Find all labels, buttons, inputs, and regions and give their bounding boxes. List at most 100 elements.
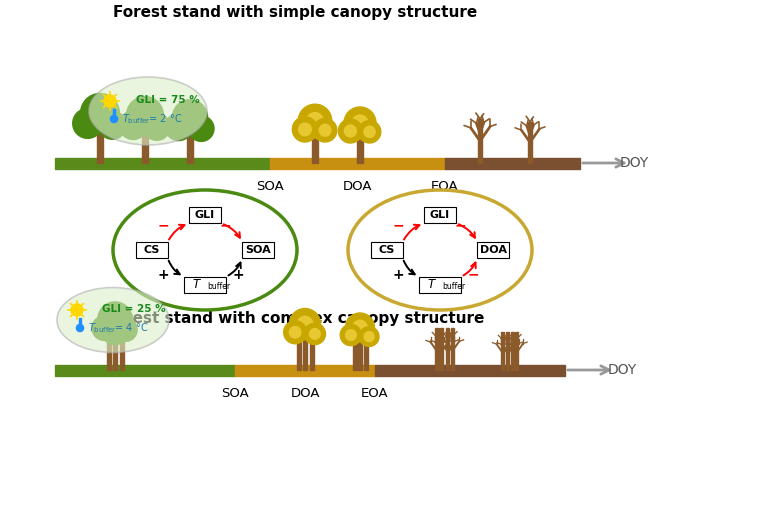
Text: EOA: EOA (361, 387, 389, 400)
FancyArrowPatch shape (459, 224, 475, 238)
Bar (142, 134, 148, 163)
Text: −: − (467, 268, 479, 282)
Text: buffer: buffer (442, 282, 465, 291)
Circle shape (114, 319, 137, 341)
FancyArrowPatch shape (464, 263, 476, 276)
Circle shape (166, 113, 192, 140)
Circle shape (92, 316, 116, 340)
Ellipse shape (89, 77, 207, 145)
Text: DOY: DOY (620, 156, 649, 170)
Circle shape (172, 100, 208, 135)
FancyArrowPatch shape (169, 261, 179, 275)
Bar (270, 157, 445, 168)
Circle shape (119, 111, 148, 139)
Circle shape (189, 116, 214, 141)
FancyArrowPatch shape (169, 225, 185, 239)
Circle shape (353, 320, 367, 335)
Text: DOY: DOY (608, 363, 638, 377)
Circle shape (126, 97, 163, 134)
Text: $T_{\mathrm{buffer}}$= 2 °C: $T_{\mathrm{buffer}}$= 2 °C (122, 112, 182, 126)
Text: $T$: $T$ (192, 278, 202, 291)
Text: +: + (158, 268, 169, 282)
Bar (445, 157, 580, 168)
Circle shape (352, 115, 368, 131)
Text: GLI: GLI (195, 210, 215, 220)
Text: buffer: buffer (207, 282, 230, 291)
Circle shape (110, 116, 118, 123)
Bar (370, 242, 403, 258)
Bar (353, 341, 357, 370)
Bar (528, 122, 532, 163)
Circle shape (71, 304, 83, 316)
Text: GLI: GLI (430, 210, 450, 220)
Circle shape (104, 95, 116, 107)
Text: −: − (219, 218, 231, 232)
Circle shape (290, 309, 320, 340)
Circle shape (358, 121, 381, 143)
Text: SOA: SOA (221, 387, 249, 400)
Circle shape (360, 327, 379, 347)
Bar (184, 277, 226, 293)
Circle shape (306, 112, 323, 130)
Bar (112, 109, 115, 117)
Circle shape (101, 316, 129, 344)
Text: DOA: DOA (290, 387, 320, 400)
Circle shape (298, 104, 332, 138)
Circle shape (76, 324, 84, 332)
Bar (506, 332, 508, 370)
Bar (435, 328, 439, 370)
Ellipse shape (348, 190, 532, 310)
Bar (113, 336, 117, 370)
Bar (358, 341, 362, 370)
Circle shape (364, 332, 374, 341)
Text: −: − (158, 218, 169, 232)
Bar (501, 332, 504, 370)
Ellipse shape (113, 190, 297, 310)
FancyArrowPatch shape (223, 224, 240, 238)
Text: +: + (233, 268, 244, 282)
Bar (79, 318, 82, 326)
Bar (310, 339, 313, 370)
Bar (478, 119, 482, 163)
Bar (243, 242, 274, 258)
Text: EOA: EOA (431, 180, 459, 193)
Circle shape (346, 313, 374, 342)
Text: $T$: $T$ (427, 278, 437, 291)
Circle shape (81, 93, 119, 132)
Text: GLI = 75 %: GLI = 75 % (136, 95, 199, 105)
Bar (446, 328, 449, 370)
Text: SOA: SOA (246, 245, 271, 255)
Circle shape (98, 302, 132, 336)
Circle shape (299, 123, 311, 136)
Circle shape (344, 107, 376, 139)
Text: −: − (454, 218, 466, 232)
Text: GLI = 25 %: GLI = 25 % (102, 304, 166, 314)
Bar (187, 135, 192, 163)
Text: DOA: DOA (342, 180, 372, 193)
Bar (515, 332, 518, 370)
Circle shape (304, 323, 326, 344)
Text: +: + (393, 268, 404, 282)
Bar (419, 277, 461, 293)
Text: −: − (393, 218, 404, 232)
Bar (364, 341, 368, 370)
Bar (357, 137, 363, 163)
Text: CS: CS (143, 245, 160, 255)
Circle shape (313, 119, 336, 142)
Text: Forest stand with simple canopy structure: Forest stand with simple canopy structur… (113, 6, 477, 21)
Bar (119, 336, 124, 370)
Circle shape (290, 326, 301, 338)
Ellipse shape (57, 287, 169, 353)
Bar (55, 365, 235, 376)
Bar (303, 339, 307, 370)
FancyArrowPatch shape (404, 225, 420, 239)
Bar (477, 242, 510, 258)
Circle shape (72, 108, 102, 138)
Bar (97, 132, 103, 163)
Text: DOA: DOA (480, 245, 507, 255)
Bar (511, 332, 514, 370)
Bar (235, 365, 375, 376)
Circle shape (364, 126, 375, 137)
Circle shape (143, 113, 170, 140)
Circle shape (99, 111, 126, 139)
